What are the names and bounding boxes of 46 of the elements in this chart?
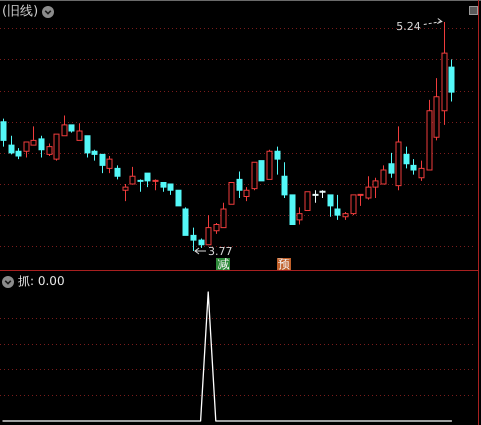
candlestick: [114, 164, 120, 180]
candlestick: [244, 186, 250, 202]
candlestick: [320, 190, 326, 199]
chart-title: 抓: 0.00: [18, 274, 65, 289]
candlestick: [334, 194, 340, 220]
candlestick: [122, 184, 128, 202]
candlestick: [198, 238, 204, 248]
candlestick: [328, 194, 334, 218]
candlestick: [282, 162, 288, 199]
x-tick-label: 预: [277, 257, 292, 271]
candlestick: [448, 58, 454, 102]
candlestick: [296, 206, 302, 226]
candlestick: [76, 122, 82, 141]
candlestick: [0, 118, 6, 148]
annotation: 3.77: [208, 245, 232, 258]
candlestick: [290, 194, 296, 226]
x-tick-label: 减: [216, 257, 230, 271]
candlestick: [176, 190, 182, 206]
candlestick: [380, 164, 386, 185]
candlestick: [228, 182, 234, 205]
candlestick: [442, 22, 448, 126]
candlestick: [342, 212, 348, 220]
chart-title: (旧线): [2, 4, 38, 19]
candlestick: [38, 135, 44, 158]
candlestick: [100, 154, 106, 174]
candlestick: [266, 149, 272, 180]
candlestick: [62, 114, 68, 136]
annotation: 5.24: [396, 20, 421, 33]
candlestick: [152, 178, 158, 191]
candlestick: [274, 146, 280, 176]
candlestick: [388, 152, 394, 178]
candlestick: [236, 171, 242, 199]
candlestick: [190, 227, 196, 252]
candlestick: [410, 158, 416, 176]
candlestick: [130, 166, 136, 185]
candlestick: [396, 126, 402, 191]
candlestick: [404, 146, 410, 169]
candlestick: [182, 206, 188, 236]
candlestick: [418, 160, 424, 182]
candlestick: [106, 155, 112, 174]
candlestick: [304, 191, 310, 211]
candlestick: [312, 190, 318, 204]
candlestick: [252, 162, 258, 191]
candlestick: [258, 160, 264, 182]
candlestick: [68, 124, 74, 134]
candlestick: [206, 214, 212, 246]
